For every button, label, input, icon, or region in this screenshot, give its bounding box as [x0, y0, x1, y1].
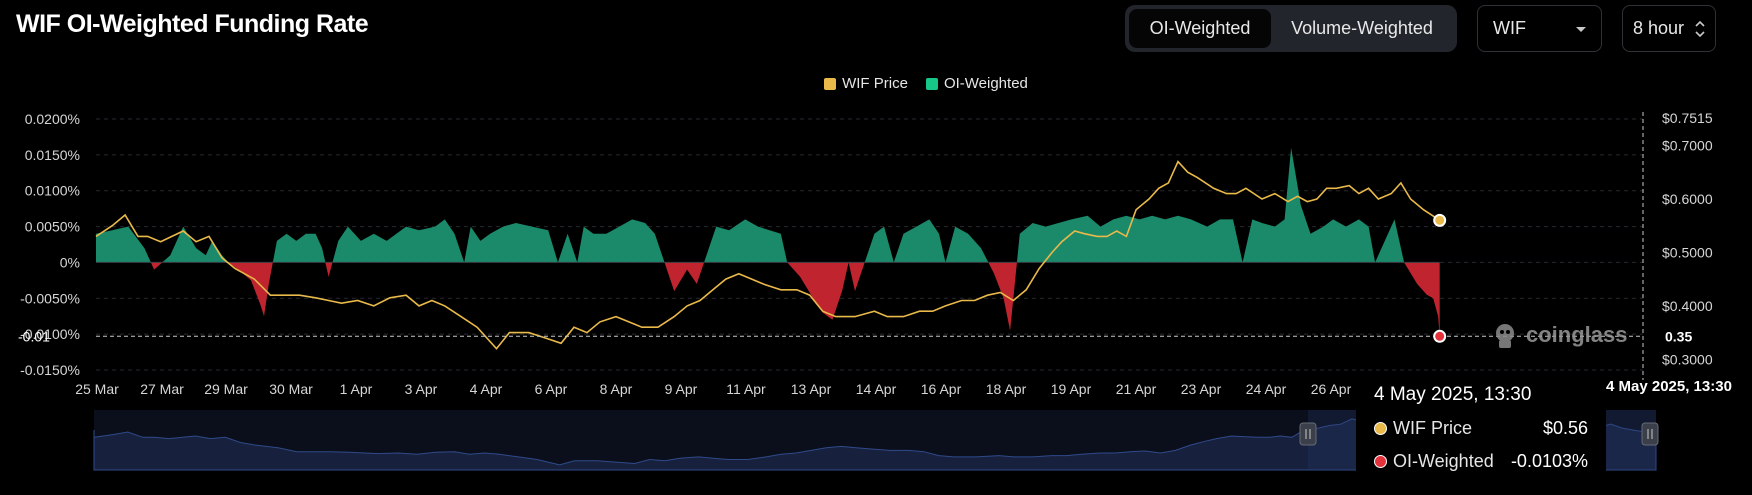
x-tick-label: 4 Apr [470, 381, 503, 397]
tooltip-value-price: $0.56 [1542, 418, 1588, 438]
tooltip-row-oi: OI-Weighted -0.0103% [1374, 451, 1588, 472]
y-left-tick-label: -0.0150% [20, 362, 80, 378]
tooltip-dot-oi [1374, 455, 1387, 468]
up-down-icon [1695, 20, 1705, 38]
tooltip-label-price: WIF Price [1393, 418, 1472, 438]
tooltip-dot-price [1374, 422, 1387, 435]
coinglass-watermark: coinglass [1490, 320, 1627, 350]
y-left-tick-label: 0% [60, 254, 80, 270]
tooltip-label-oi: OI-Weighted [1393, 451, 1494, 471]
handle-grip-icon [1299, 422, 1317, 446]
legend-item-price[interactable]: WIF Price [824, 75, 908, 92]
x-tick-label: 1 Apr [340, 381, 373, 397]
y-left-tick-label: -0.0100% [20, 326, 80, 342]
y-right-tick-label: $0.7515 [1662, 110, 1713, 126]
y-right-tick-label: $0.7000 [1662, 138, 1713, 154]
coin-select[interactable]: WIF [1477, 5, 1602, 52]
brand-text: coinglass [1526, 322, 1628, 347]
tooltip-date: 4 May 2025, 13:30 [1374, 384, 1532, 405]
chart-legend: WIF Price OI-Weighted [0, 75, 1752, 92]
chevron-down-icon [1576, 27, 1586, 32]
tooltip-row-price: WIF Price $0.56 [1374, 418, 1588, 439]
legend-label-price: WIF Price [842, 75, 908, 92]
y-left-tick-label: -0.0050% [20, 290, 80, 306]
page-title: WIF OI-Weighted Funding Rate [16, 10, 369, 38]
x-tick-label: 18 Apr [986, 381, 1027, 397]
crosshair-right-label: 0.35 [1665, 328, 1692, 344]
weighting-toggle: OI-Weighted Volume-Weighted [1125, 5, 1457, 52]
highlight-price-point [1433, 213, 1447, 227]
x-tick-label: 29 Mar [204, 381, 248, 397]
interval-select-value: 8 hour [1633, 18, 1685, 38]
x-tick-label: 30 Mar [269, 381, 313, 397]
y-left-tick-label: 0.0100% [25, 183, 80, 199]
handle-grip-icon [1641, 422, 1659, 446]
crosshair-left-label: -0.01 [18, 328, 50, 344]
x-tick-label: 13 Apr [791, 381, 832, 397]
x-tick-label: 19 Apr [1051, 381, 1092, 397]
legend-label-oi: OI-Weighted [943, 75, 1028, 92]
chart-tooltip: 4 May 2025, 13:30 WIF Price $0.56 OI-Wei… [1356, 372, 1606, 495]
y-right-tick-label: $0.4000 [1662, 298, 1713, 314]
coin-select-value: WIF [1493, 18, 1526, 38]
navigator-handle-left[interactable] [1299, 422, 1317, 446]
wif-price-line [95, 160, 1441, 350]
x-tick-label: 26 Apr [1311, 381, 1352, 397]
legend-swatch-oi [925, 77, 938, 90]
x-tick-label: 25 Mar [75, 381, 119, 397]
x-tick-label: 9 Apr [665, 381, 698, 397]
tooltip-value-oi: -0.0103% [1510, 451, 1588, 471]
x-tick-label: 27 Mar [140, 381, 184, 397]
x-tick-label: 16 Apr [921, 381, 962, 397]
x-tick-label: 6 Apr [535, 381, 568, 397]
x-tick-label: 23 Apr [1181, 381, 1222, 397]
y-left-tick-label: 0.0050% [25, 219, 80, 235]
interval-select[interactable]: 8 hour [1622, 5, 1716, 52]
x-tick-label: 8 Apr [600, 381, 633, 397]
x-tick-label: 3 Apr [405, 381, 438, 397]
x-tick-label: 24 Apr [1246, 381, 1287, 397]
highlight-oi-point [1433, 329, 1447, 343]
y-left-tick-label: 0.0150% [25, 147, 80, 163]
x-tick-label: 14 Apr [856, 381, 897, 397]
y-right-tick-label: $0.6000 [1662, 191, 1713, 207]
crosshair-date-label: 4 May 2025, 13:30 [1606, 378, 1732, 395]
tab-volume-weighted[interactable]: Volume-Weighted [1291, 18, 1433, 38]
tab-oi-weighted[interactable]: OI-Weighted [1129, 9, 1271, 48]
x-tick-label: 11 Apr [726, 381, 766, 397]
y-left-tick-label: 0.0200% [25, 111, 80, 127]
coinglass-logo-icon [1496, 324, 1514, 348]
oi-weighted-positive-area [96, 147, 1405, 262]
navigator-handle-right[interactable] [1641, 422, 1659, 446]
x-tick-label: 21 Apr [1116, 381, 1157, 397]
y-right-tick-label: $0.5000 [1662, 244, 1713, 260]
legend-item-oi[interactable]: OI-Weighted [925, 75, 1028, 92]
y-right-tick-label: $0.3000 [1662, 351, 1713, 367]
legend-swatch-price [824, 77, 837, 90]
